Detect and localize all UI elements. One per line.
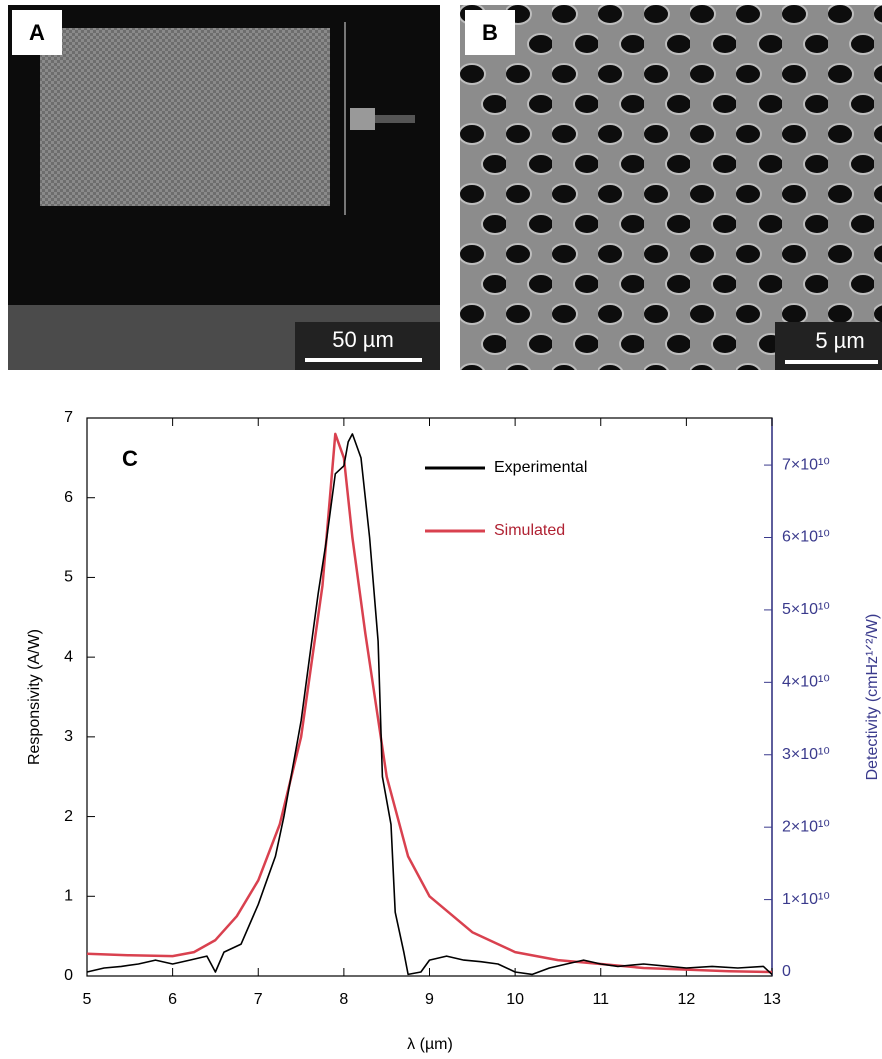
x-tick-label: 10 [506,991,524,1008]
y2-tick-label: 7×10¹⁰ [782,456,830,473]
x-tick-label: 7 [254,991,263,1008]
legend-label: Simulated [494,522,565,539]
sem-image [460,5,882,370]
y2-tick-label: 2×10¹⁰ [782,818,830,835]
y-tick-label: 4 [64,648,73,665]
y-tick-label: 7 [64,409,73,426]
panel-label: B [482,20,498,45]
y2-tick-label: 6×10¹⁰ [782,529,830,546]
y2-tick-label: 1×10¹⁰ [782,891,830,908]
x-tick-label: 8 [339,991,348,1008]
scale-label: 5 µm [815,328,864,353]
y-tick-label: 1 [64,888,73,905]
x-tick-label: 5 [83,991,92,1008]
series-line [86,432,773,974]
label-box [465,10,515,55]
y-tick-label: 2 [64,808,73,825]
legend-label: Experimental [494,459,587,476]
x-tick-label: 13 [763,991,781,1008]
y-tick-label: 0 [64,967,73,984]
x-tick-label: 9 [425,991,434,1008]
y-tick-label: 6 [64,489,73,506]
panel-label: A [29,20,45,45]
label-box [12,10,62,55]
y2-tick-label: 3×10¹⁰ [782,746,830,763]
lead [375,115,415,123]
x-axis-title: λ (µm) [407,1036,453,1053]
x-tick-label: 6 [168,991,177,1008]
plot-frame [86,417,773,977]
x-tick-label: 11 [592,991,609,1008]
panel-a: 50 µm A [8,5,440,370]
y-tick-label: 3 [64,728,73,745]
x-tick-label: 12 [677,991,695,1008]
panel-label: C [122,446,138,471]
y2-tick-label: 0 [782,963,791,980]
y2-tick-label: 4×10¹⁰ [782,674,830,691]
pad [350,108,375,130]
y-tick-label: 5 [64,569,73,586]
series-line [86,433,773,976]
membrane [40,28,330,206]
panel-b: 5 µm B [460,5,882,370]
y2-tick-label: 5×10¹⁰ [782,601,830,618]
scale-label: 50 µm [332,327,394,352]
y-axis-title: Responsivity (A/W) [26,629,43,765]
chart: C λ (µm) Responsivity (A/W) Detectivity … [26,409,881,1053]
y2-axis-title: Detectivity (cmHz¹ᐟ²/W) [864,614,881,781]
